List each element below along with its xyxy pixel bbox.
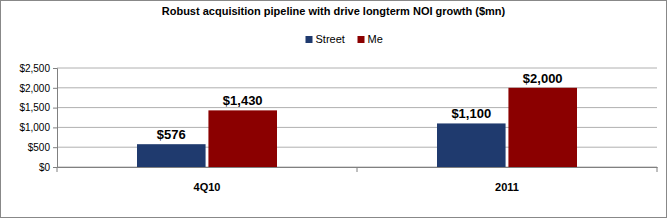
y-tick: $1,000 xyxy=(19,122,57,133)
x-axis: 4Q10 2011 xyxy=(58,168,658,193)
x-tick-label: 4Q10 xyxy=(194,181,221,193)
bar xyxy=(508,88,577,167)
y-tick-label: $0 xyxy=(39,162,51,173)
x-tick: 4Q10 xyxy=(194,181,221,193)
y-tick-mark xyxy=(53,68,57,69)
bars xyxy=(137,88,577,167)
chart: Robust acquisition pipeline with drive l… xyxy=(0,0,667,218)
y-tick-label: $500 xyxy=(28,142,51,153)
y-tick: $2,500 xyxy=(19,63,57,74)
x-tick: 2011 xyxy=(495,181,519,193)
y-tick-mark xyxy=(53,108,57,109)
y-axis: $0 $500 $1,000 $1,500 $2,000 $2,500 xyxy=(19,63,57,173)
chart-frame xyxy=(1,1,667,218)
y-tick-label: $2,000 xyxy=(19,83,50,94)
y-tick-mark xyxy=(53,88,57,89)
y-tick: $0 xyxy=(39,162,57,173)
y-tick-mark xyxy=(53,147,57,148)
legend: Street Me xyxy=(306,33,383,45)
data-labels: $576 $1,100 $1,430 $2,000 xyxy=(157,71,563,142)
grid xyxy=(57,68,657,167)
data-label: $576 xyxy=(157,127,186,142)
y-tick-label: $1,500 xyxy=(19,102,50,113)
y-tick-label: $1,000 xyxy=(19,122,50,133)
legend-swatch xyxy=(358,36,365,43)
category-divider xyxy=(57,167,58,172)
data-label: $1,430 xyxy=(223,93,263,108)
y-tick: $500 xyxy=(28,142,57,153)
x-tick-label: 2011 xyxy=(495,181,519,193)
grid-line xyxy=(57,68,657,69)
data-label: $2,000 xyxy=(523,71,563,86)
y-tick: $1,500 xyxy=(19,102,57,113)
legend-label: Me xyxy=(368,33,383,45)
legend-swatch xyxy=(306,36,313,43)
title: Robust acquisition pipeline with drive l… xyxy=(162,5,506,17)
y-tick: $2,000 xyxy=(19,83,57,94)
y-axis-line xyxy=(53,69,58,168)
bar xyxy=(437,123,506,167)
data-label: $1,100 xyxy=(451,106,491,121)
category-divider xyxy=(657,167,658,172)
category-divider xyxy=(357,167,358,172)
bar xyxy=(137,144,206,167)
bar xyxy=(208,110,277,167)
y-tick-mark xyxy=(53,167,57,168)
y-tick-mark xyxy=(53,127,57,128)
y-tick-label: $2,500 xyxy=(19,63,50,74)
legend-label: Street xyxy=(316,33,345,45)
